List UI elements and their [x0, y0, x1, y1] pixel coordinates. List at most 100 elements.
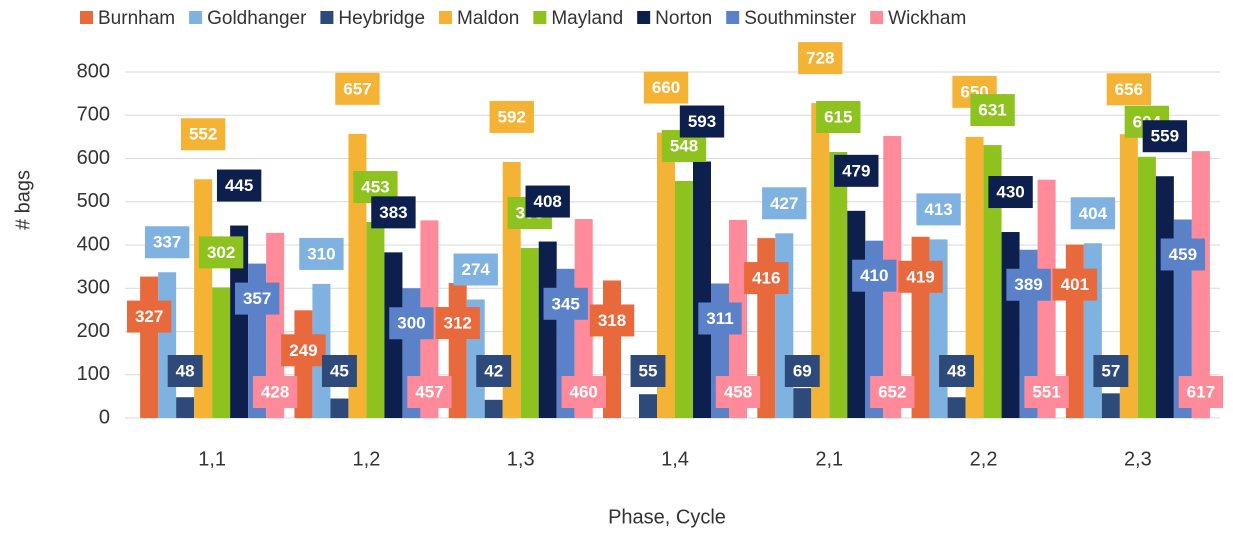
data-label: 48: [176, 361, 195, 380]
data-label: 548: [670, 136, 698, 155]
x-axis-title: Phase, Cycle: [608, 506, 726, 528]
data-label: 592: [498, 107, 526, 126]
legend-swatch: [439, 11, 453, 24]
data-label: 55: [639, 361, 658, 380]
bar: [330, 398, 349, 418]
data-label: 274: [462, 260, 491, 279]
data-label-box: [816, 101, 861, 134]
data-label-box: [1160, 238, 1206, 271]
bar: [675, 180, 693, 418]
data-label-box: [543, 287, 588, 320]
data-label-box: [1070, 197, 1116, 230]
data-label-box: [525, 185, 570, 218]
bar: [775, 233, 794, 418]
data-label: 445: [225, 176, 253, 195]
data-label: 460: [570, 382, 598, 401]
y-tick-label: 300: [77, 277, 110, 299]
data-label: 551: [1032, 382, 1060, 401]
data-label: 453: [361, 178, 389, 197]
legend-label: Wickham: [888, 8, 966, 29]
bar: [212, 287, 231, 418]
data-label-box: [1106, 73, 1152, 106]
data-label: 327: [135, 307, 163, 326]
bar: [266, 232, 285, 418]
bar: [793, 388, 812, 418]
legend-swatch: [637, 11, 651, 24]
data-label-box: [916, 193, 961, 226]
data-label-box: [167, 355, 203, 387]
bar: [1155, 176, 1174, 418]
data-label-box: [1093, 355, 1129, 387]
x-tick-label: 2,1: [815, 448, 843, 470]
x-tick-label: 1,3: [507, 448, 535, 470]
data-label: 430: [996, 183, 1024, 202]
legend-label: Mayland: [551, 8, 623, 29]
bar: [983, 145, 1002, 418]
data-label: 559: [1151, 127, 1179, 146]
bar: [829, 152, 848, 418]
data-label-box: [476, 355, 512, 387]
data-label-box: [834, 154, 879, 187]
data-label: 389: [1014, 275, 1042, 294]
data-label: 383: [379, 203, 407, 222]
data-label-box: [988, 176, 1033, 209]
y-tick-label: 500: [77, 190, 110, 212]
data-label-box: [1178, 376, 1224, 408]
data-label: 401: [1061, 275, 1089, 294]
data-label: 337: [153, 233, 181, 252]
data-label-box: [1052, 268, 1098, 301]
data-label: 652: [878, 382, 906, 401]
data-label-box: [798, 42, 843, 75]
data-label: 413: [924, 200, 952, 219]
data-label-box: [198, 236, 244, 269]
data-label: 404: [1079, 204, 1108, 223]
data-label-box: [1006, 268, 1051, 301]
bar: [965, 136, 984, 418]
data-label-box: [299, 237, 344, 270]
y-tick-label: 100: [77, 363, 110, 385]
data-label-box: [252, 376, 298, 408]
data-label-box: [335, 72, 380, 105]
data-label-box: [1024, 376, 1069, 408]
data-label: 617: [1187, 382, 1215, 401]
data-label: 656: [1115, 80, 1143, 99]
data-label: 593: [688, 112, 716, 131]
x-tick-label: 2,3: [1124, 448, 1152, 470]
data-label-box: [371, 196, 416, 229]
data-label-box: [679, 105, 725, 138]
bar: [657, 132, 675, 419]
data-label: 48: [947, 361, 966, 380]
data-label: 428: [261, 382, 289, 401]
data-label: 660: [652, 78, 680, 97]
data-label-box: [234, 282, 280, 315]
legend-swatch: [533, 11, 547, 24]
data-label-box: [216, 169, 262, 202]
data-label-box: [321, 355, 357, 387]
data-label-box: [561, 376, 606, 408]
bar: [484, 399, 503, 418]
bar: [538, 241, 557, 418]
data-label: 300: [397, 314, 425, 333]
data-label-box: [389, 307, 434, 340]
bar: [520, 248, 539, 418]
legend-label: Goldhanger: [207, 8, 307, 29]
data-label-box: [784, 355, 820, 387]
data-label: 69: [793, 361, 812, 380]
data-label: 552: [189, 125, 217, 144]
data-label-box: [744, 262, 789, 295]
bar: [1191, 151, 1210, 418]
bar: [693, 161, 711, 418]
bar: [1101, 393, 1120, 418]
data-label: 615: [824, 107, 852, 126]
legend-swatch: [870, 11, 884, 24]
y-tick-label: 600: [77, 147, 110, 169]
data-label: 631: [978, 101, 1006, 120]
legend-swatch: [726, 11, 740, 24]
legend-label: Maldon: [457, 8, 519, 29]
y-tick-label: 200: [77, 320, 110, 342]
data-label-box: [407, 376, 452, 408]
data-label: 657: [343, 79, 371, 98]
data-label-box: [698, 302, 742, 335]
data-label: 416: [752, 269, 780, 288]
